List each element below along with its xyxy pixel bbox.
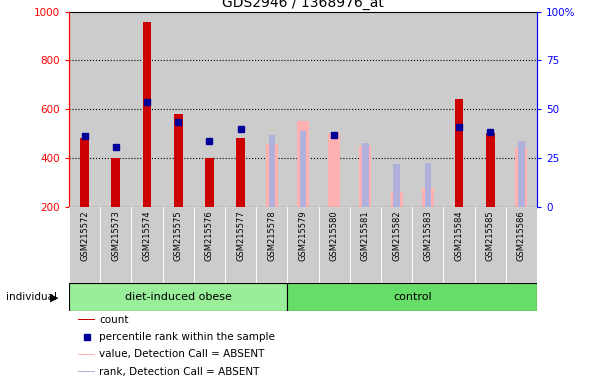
Text: GSM215574: GSM215574 bbox=[143, 210, 151, 261]
Bar bbox=[391, 192, 403, 207]
Bar bbox=[256, 12, 287, 207]
Text: GSM215583: GSM215583 bbox=[424, 210, 432, 261]
Bar bbox=[225, 207, 256, 283]
Text: GSM215578: GSM215578 bbox=[267, 210, 276, 261]
Text: rank, Detection Call = ABSENT: rank, Detection Call = ABSENT bbox=[99, 366, 259, 377]
Bar bbox=[100, 12, 131, 207]
Text: GSM215582: GSM215582 bbox=[392, 210, 401, 261]
Bar bbox=[319, 12, 350, 207]
Title: GDS2946 / 1368976_at: GDS2946 / 1368976_at bbox=[222, 0, 384, 10]
Text: GSM215586: GSM215586 bbox=[517, 210, 526, 261]
Bar bbox=[256, 207, 287, 283]
Bar bbox=[455, 99, 463, 207]
Text: individual: individual bbox=[6, 292, 57, 302]
Bar bbox=[69, 207, 100, 283]
Bar bbox=[69, 283, 287, 311]
Bar bbox=[359, 146, 371, 207]
Bar bbox=[381, 12, 412, 207]
Bar bbox=[486, 134, 494, 207]
Text: value, Detection Call = ABSENT: value, Detection Call = ABSENT bbox=[99, 349, 265, 359]
Bar bbox=[381, 207, 412, 283]
Bar bbox=[236, 138, 245, 207]
Bar bbox=[475, 207, 506, 283]
Text: GSM215577: GSM215577 bbox=[236, 210, 245, 261]
Text: count: count bbox=[99, 314, 128, 325]
Bar bbox=[80, 138, 89, 207]
Bar bbox=[287, 207, 319, 283]
Bar bbox=[194, 207, 225, 283]
Bar bbox=[143, 23, 151, 207]
Bar bbox=[394, 164, 400, 207]
Bar bbox=[300, 131, 306, 207]
Text: GSM215576: GSM215576 bbox=[205, 210, 214, 261]
Bar bbox=[518, 141, 524, 207]
Bar bbox=[319, 207, 350, 283]
Bar bbox=[506, 12, 537, 207]
Text: diet-induced obese: diet-induced obese bbox=[125, 292, 232, 302]
Bar bbox=[443, 207, 475, 283]
Bar bbox=[350, 207, 381, 283]
Bar bbox=[412, 12, 443, 207]
Bar bbox=[205, 158, 214, 207]
Text: GSM215572: GSM215572 bbox=[80, 210, 89, 261]
Bar bbox=[297, 121, 309, 207]
Bar bbox=[422, 188, 434, 207]
Bar bbox=[131, 207, 163, 283]
Bar bbox=[412, 207, 443, 283]
Bar bbox=[515, 148, 527, 207]
Bar bbox=[79, 354, 95, 355]
Bar bbox=[131, 12, 163, 207]
Bar bbox=[225, 12, 256, 207]
Bar bbox=[475, 12, 506, 207]
Bar bbox=[69, 12, 100, 207]
Text: GSM215580: GSM215580 bbox=[330, 210, 338, 261]
Bar bbox=[79, 371, 95, 372]
Bar bbox=[174, 114, 182, 207]
Text: GSM215573: GSM215573 bbox=[112, 210, 120, 261]
Bar bbox=[79, 319, 95, 320]
Text: ▶: ▶ bbox=[50, 292, 58, 302]
Bar bbox=[112, 158, 120, 207]
Bar bbox=[287, 12, 319, 207]
Bar bbox=[425, 163, 431, 207]
Bar bbox=[328, 134, 340, 207]
Bar bbox=[287, 283, 537, 311]
Text: GSM215581: GSM215581 bbox=[361, 210, 370, 261]
Text: control: control bbox=[393, 292, 431, 302]
Bar bbox=[266, 144, 278, 207]
Bar bbox=[194, 12, 225, 207]
Text: percentile rank within the sample: percentile rank within the sample bbox=[99, 332, 275, 342]
Bar bbox=[350, 12, 381, 207]
Bar bbox=[506, 207, 537, 283]
Text: GSM215575: GSM215575 bbox=[174, 210, 182, 261]
Text: GSM215584: GSM215584 bbox=[455, 210, 464, 261]
Bar bbox=[443, 12, 475, 207]
Text: GSM215585: GSM215585 bbox=[485, 210, 494, 261]
Bar bbox=[163, 12, 194, 207]
Text: GSM215579: GSM215579 bbox=[299, 210, 308, 261]
Bar bbox=[362, 143, 368, 207]
Bar bbox=[100, 207, 131, 283]
Bar bbox=[269, 135, 275, 207]
Bar bbox=[163, 207, 194, 283]
